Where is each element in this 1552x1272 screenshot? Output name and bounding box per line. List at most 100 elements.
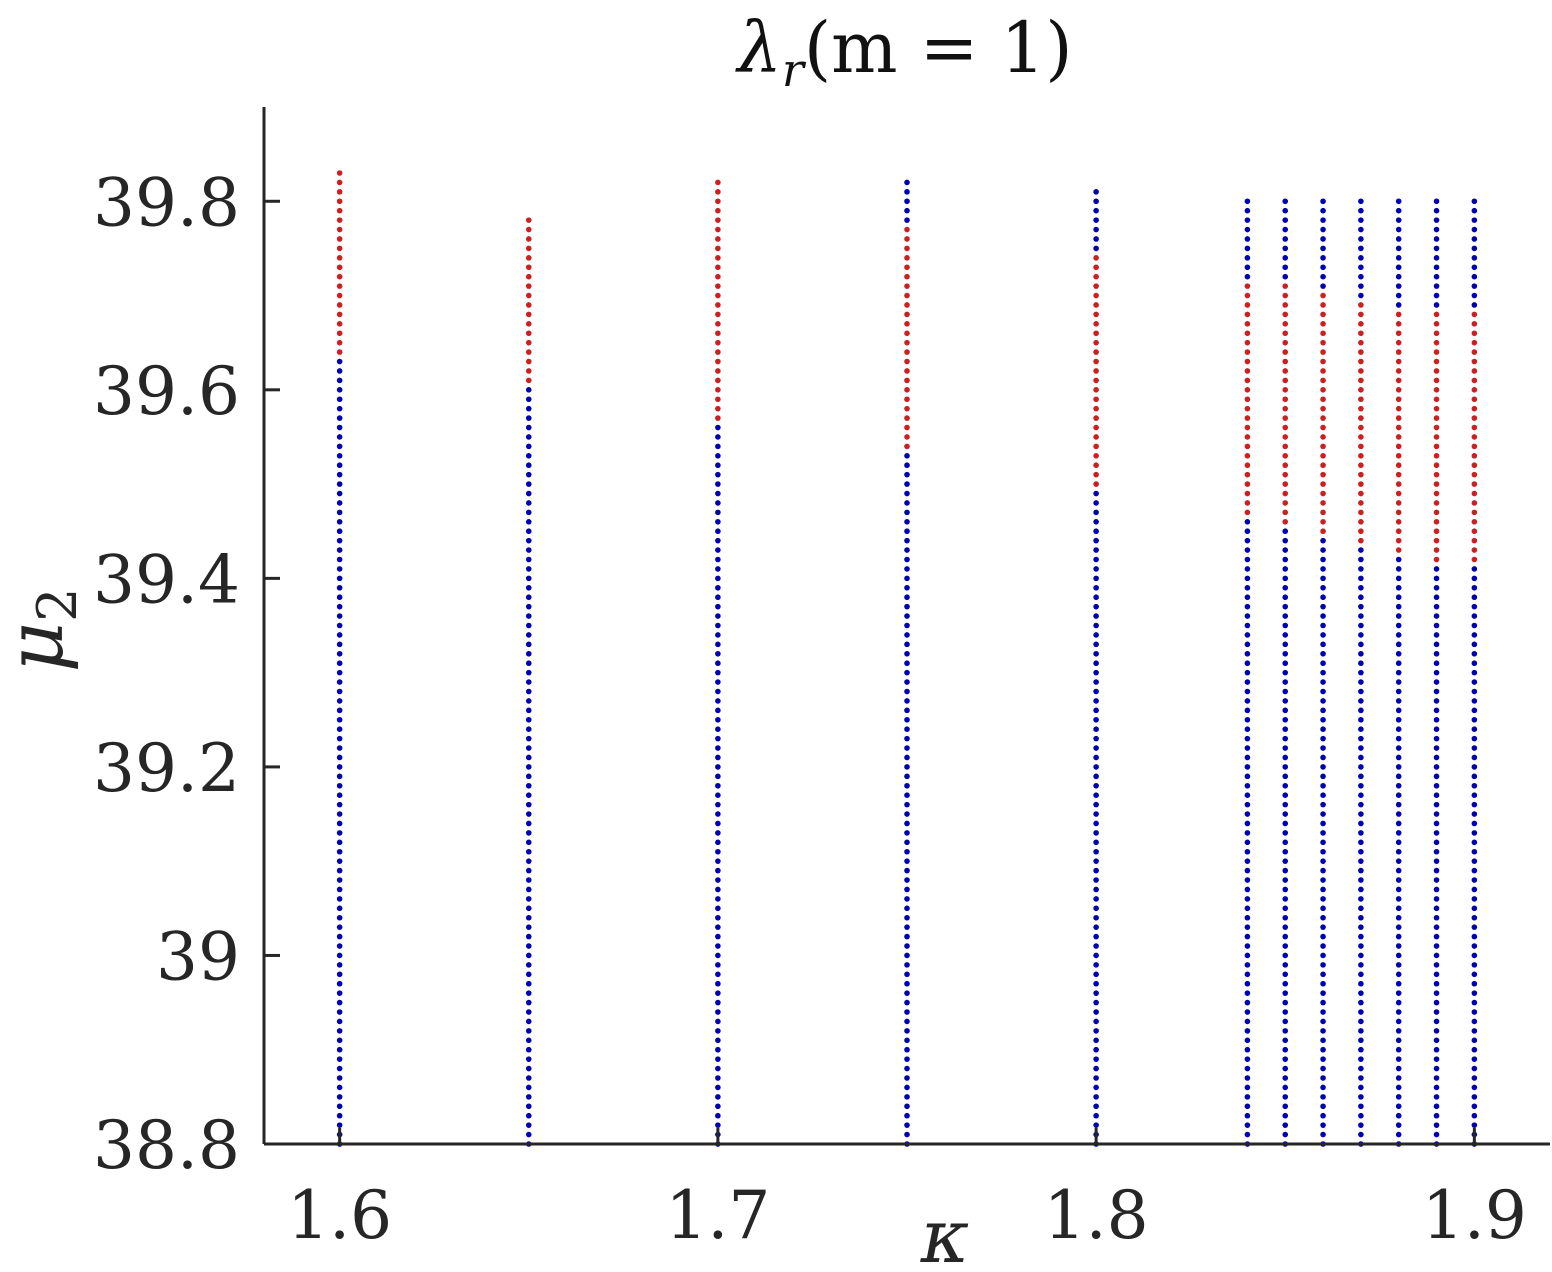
data-point-stable	[1433, 566, 1440, 572]
data-point-stable	[1320, 669, 1326, 676]
data-point-stable	[1320, 1065, 1326, 1072]
data-point-unstable	[1320, 321, 1326, 327]
data-point-unstable	[1358, 415, 1364, 421]
data-point-stable	[1471, 594, 1478, 601]
data-point-stable	[1282, 1037, 1289, 1044]
data-point-stable	[1244, 962, 1251, 968]
data-point-stable	[1244, 1075, 1251, 1081]
data-point-stable	[1093, 858, 1099, 864]
data-point-stable	[1433, 962, 1440, 968]
data-point-unstable	[1093, 387, 1099, 393]
data-point-unstable	[1433, 339, 1440, 346]
data-point-stable	[1320, 801, 1326, 808]
data-point-stable	[904, 933, 910, 940]
data-point-stable	[715, 924, 721, 930]
data-point-stable	[904, 556, 910, 563]
data-point-stable	[1471, 1065, 1478, 1072]
data-point-unstable	[336, 273, 343, 280]
data-point-stable	[525, 1103, 532, 1110]
data-point-stable	[336, 858, 343, 864]
data-point-stable	[1282, 556, 1289, 563]
data-point-unstable	[1471, 377, 1478, 384]
data-point-stable	[1395, 198, 1402, 205]
data-point-stable	[1395, 613, 1402, 619]
data-point-stable	[336, 896, 343, 902]
data-point-stable	[715, 575, 721, 582]
data-point-stable	[336, 698, 343, 704]
data-point-stable	[1282, 1056, 1289, 1062]
y-axis-title-subscript: 2	[26, 587, 89, 621]
data-point-unstable	[1320, 330, 1326, 337]
data-point-unstable	[1395, 434, 1402, 440]
data-point-stable	[1320, 1131, 1326, 1138]
data-point-stable	[904, 622, 910, 629]
data-point-unstable	[1395, 424, 1402, 431]
data-point-unstable	[1471, 500, 1478, 506]
data-point-unstable	[1093, 377, 1099, 384]
data-point-unstable	[1433, 321, 1440, 327]
data-point-stable	[1320, 1028, 1326, 1034]
data-point-stable	[1244, 1046, 1251, 1053]
data-point-stable	[1244, 896, 1251, 902]
y-tick-label: 39.6	[93, 353, 240, 430]
data-point-stable	[1244, 735, 1251, 742]
data-point-unstable	[525, 236, 532, 242]
data-point-unstable	[1282, 500, 1289, 506]
data-point-stable	[715, 537, 721, 544]
data-point-unstable	[1471, 509, 1478, 516]
data-point-unstable	[904, 368, 910, 374]
data-point-stable	[1471, 688, 1478, 695]
data-point-stable	[904, 839, 910, 846]
data-point-stable	[1395, 914, 1402, 921]
data-point-stable	[1433, 217, 1440, 223]
data-point-stable	[1093, 594, 1099, 601]
data-point-stable	[336, 405, 343, 412]
data-point-stable	[715, 848, 721, 855]
data-point-stable	[1471, 745, 1478, 751]
data-point-stable	[1282, 255, 1289, 261]
data-point-unstable	[336, 283, 343, 289]
data-point-stable	[1244, 1028, 1251, 1034]
data-point-stable	[1244, 1065, 1251, 1072]
data-point-unstable	[1244, 481, 1251, 487]
data-point-stable	[1320, 650, 1326, 657]
data-point-stable	[1320, 980, 1326, 987]
data-point-stable	[525, 594, 532, 601]
data-point-stable	[525, 886, 532, 893]
data-point-stable	[1358, 556, 1364, 563]
data-point-unstable	[1282, 302, 1289, 308]
data-point-stable	[1282, 594, 1289, 601]
data-point-stable	[1282, 217, 1289, 223]
data-point-unstable	[1320, 509, 1326, 516]
data-point-stable	[1282, 1131, 1289, 1138]
data-point-stable	[1358, 1075, 1364, 1081]
data-point-unstable	[904, 339, 910, 346]
data-point-stable	[1320, 273, 1326, 280]
chart-title-args: (m = 1)	[804, 7, 1073, 89]
data-point-unstable	[904, 255, 910, 261]
data-point-stable	[904, 877, 910, 883]
data-point-stable	[1433, 877, 1440, 883]
data-point-stable	[1358, 867, 1364, 874]
data-point-stable	[336, 594, 343, 601]
data-point-stable	[1395, 688, 1402, 695]
data-point-unstable	[715, 179, 721, 186]
data-point-stable	[336, 792, 343, 798]
data-point-stable	[525, 962, 532, 968]
data-point-stable	[1093, 641, 1099, 648]
data-point-stable	[1282, 660, 1289, 667]
data-point-stable	[1244, 245, 1251, 252]
data-point-stable	[336, 773, 343, 780]
data-point-stable	[1282, 726, 1289, 732]
data-point-stable	[1282, 1103, 1289, 1110]
data-point-stable	[1320, 584, 1326, 591]
data-point-stable	[1244, 207, 1251, 214]
data-point-stable	[1244, 792, 1251, 798]
data-point-stable	[1358, 1009, 1364, 1015]
data-point-stable	[1093, 773, 1099, 780]
data-point-unstable	[1093, 453, 1099, 459]
data-point-stable	[1320, 537, 1326, 544]
data-point-stable	[1395, 952, 1402, 959]
data-point-stable	[904, 905, 910, 912]
data-point-stable	[904, 207, 910, 214]
